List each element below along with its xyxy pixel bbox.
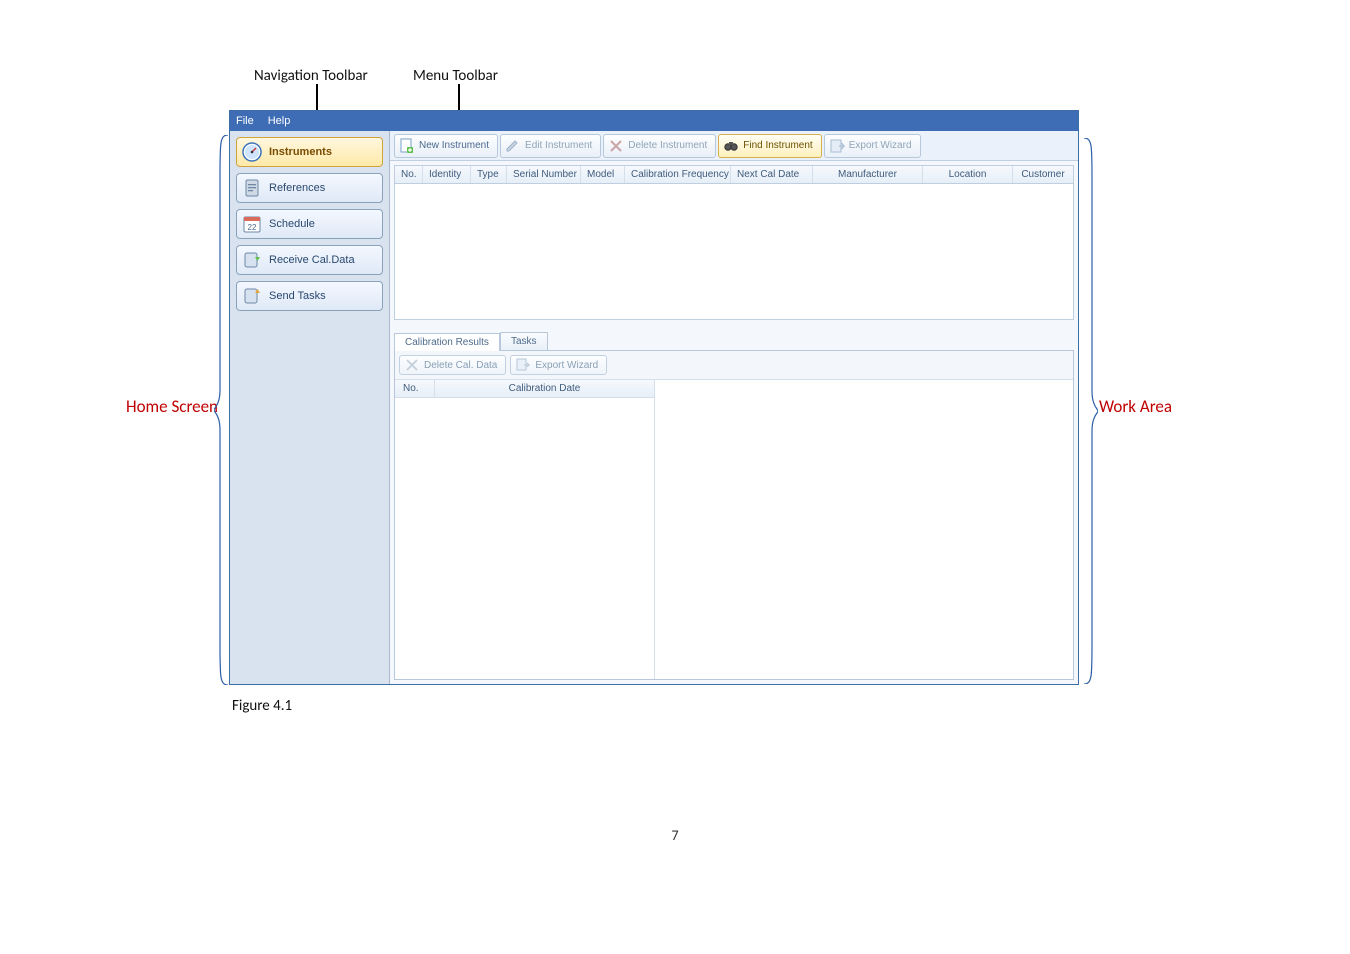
col-type[interactable]: Type [471, 166, 507, 183]
label-home-screen: Home Screen [126, 396, 218, 417]
sidebar-navigation-toolbar: Instruments References [230, 131, 390, 684]
sidebar-item-label: Send Tasks [269, 290, 326, 302]
button-label: New Instrument [419, 140, 489, 151]
lower-right-detail [655, 380, 1073, 679]
instruments-grid: No. Identity Type Serial Number Model Ca… [394, 165, 1074, 320]
lower-col-cal-date[interactable]: Calibration Date [435, 380, 654, 397]
instruments-grid-header: No. Identity Type Serial Number Model Ca… [395, 166, 1073, 184]
brace-work-area [1080, 138, 1098, 684]
button-label: Delete Instrument [628, 140, 707, 151]
lower-toolbar: Delete Cal. Data Export Wizard [395, 351, 1073, 380]
lower-body: Delete Cal. Data Export Wizard [394, 350, 1074, 680]
new-document-plus-icon [399, 138, 415, 154]
delete-icon [404, 357, 420, 373]
delete-cal-data-button[interactable]: Delete Cal. Data [399, 355, 506, 375]
sidebar-item-send-tasks[interactable]: Send Tasks [236, 281, 383, 311]
col-location[interactable]: Location [923, 166, 1013, 183]
lower-left-grid: No. Calibration Date [395, 380, 655, 679]
new-instrument-button[interactable]: New Instrument [394, 134, 498, 158]
col-identity[interactable]: Identity [423, 166, 471, 183]
instruments-grid-body[interactable] [395, 184, 1073, 319]
calendar-icon: 22 [241, 213, 263, 235]
col-customer[interactable]: Customer [1013, 166, 1073, 183]
col-model[interactable]: Model [581, 166, 625, 183]
label-menu-toolbar: Menu Toolbar [413, 67, 498, 85]
page-number: 7 [671, 827, 678, 844]
lower-grid-header: No. Calibration Date [395, 380, 654, 398]
menu-help[interactable]: Help [268, 115, 291, 127]
figure-caption: Figure 4.1 [232, 697, 292, 715]
col-next-cal-date[interactable]: Next Cal Date [731, 166, 813, 183]
col-no[interactable]: No. [395, 166, 423, 183]
sidebar-item-instruments[interactable]: Instruments [236, 137, 383, 167]
sidebar-item-schedule[interactable]: 22 Schedule [236, 209, 383, 239]
button-label: Find Instrument [743, 140, 812, 151]
tab-calibration-results[interactable]: Calibration Results [394, 333, 500, 351]
col-serial-number[interactable]: Serial Number [507, 166, 581, 183]
col-cal-frequency[interactable]: Calibration Frequency [625, 166, 731, 183]
delete-x-icon [608, 138, 624, 154]
sidebar-item-receive-caldata[interactable]: Receive Cal.Data [236, 245, 383, 275]
menu-toolbar: New Instrument Edit Instrument Delete In… [390, 131, 1078, 161]
button-label: Export Wizard [535, 360, 598, 371]
svg-text:22: 22 [248, 223, 257, 232]
app-window: File Help Instruments [229, 110, 1079, 685]
document-stack-icon [241, 177, 263, 199]
sidebar-item-label: Instruments [269, 146, 332, 158]
lower-tabs: Calibration Results Tasks [394, 332, 1074, 350]
download-device-icon [241, 249, 263, 271]
tab-tasks[interactable]: Tasks [500, 332, 548, 350]
edit-instrument-button[interactable]: Edit Instrument [500, 134, 601, 158]
lower-pane: Calibration Results Tasks Delete Cal. Da… [394, 332, 1074, 680]
button-label: Export Wizard [849, 140, 912, 151]
sidebar-item-label: Schedule [269, 218, 315, 230]
lower-col-no[interactable]: No. [395, 380, 435, 397]
pencil-icon [505, 138, 521, 154]
lower-export-wizard-button[interactable]: Export Wizard [510, 355, 607, 375]
sidebar-item-label: Receive Cal.Data [269, 254, 355, 266]
export-wizard-icon [829, 138, 845, 154]
button-label: Edit Instrument [525, 140, 592, 151]
label-navigation-toolbar: Navigation Toolbar [254, 67, 368, 85]
export-wizard-button[interactable]: Export Wizard [824, 134, 921, 158]
menubar: File Help [230, 111, 1078, 131]
delete-instrument-button[interactable]: Delete Instrument [603, 134, 716, 158]
lower-content: No. Calibration Date [395, 380, 1073, 679]
search-binoculars-icon [723, 138, 739, 154]
sidebar-item-references[interactable]: References [236, 173, 383, 203]
col-manufacturer[interactable]: Manufacturer [813, 166, 923, 183]
gauge-icon [241, 141, 263, 163]
work-area: New Instrument Edit Instrument Delete In… [390, 131, 1078, 684]
upload-device-icon [241, 285, 263, 307]
label-work-area: Work Area [1099, 396, 1172, 417]
button-label: Delete Cal. Data [424, 360, 497, 371]
find-instrument-button[interactable]: Find Instrument [718, 134, 821, 158]
export-wizard-icon [515, 357, 531, 373]
menu-file[interactable]: File [236, 115, 254, 127]
sidebar-item-label: References [269, 182, 325, 194]
